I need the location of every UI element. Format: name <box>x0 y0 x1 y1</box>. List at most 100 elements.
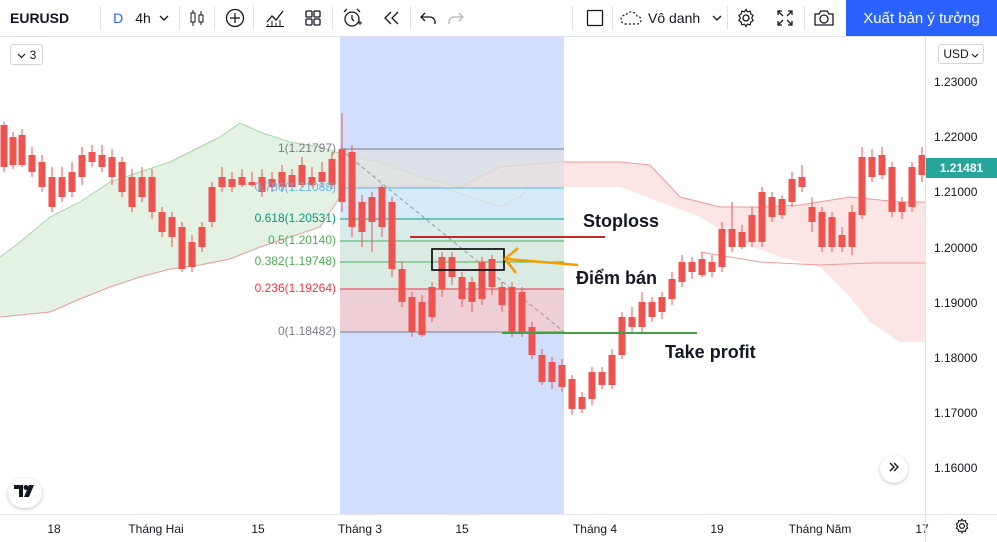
candlestick <box>298 165 306 185</box>
candlestick <box>878 155 886 175</box>
price-tick-label: 1.21000 <box>934 185 978 200</box>
chart-pane[interactable]: 1(1.21797) 0.786(1.21088) 0.618(1.20531) 0.… <box>0 37 925 514</box>
candlestick <box>498 287 506 305</box>
currency-button[interactable]: USD <box>938 44 984 64</box>
candlestick <box>868 157 876 177</box>
candlestick <box>18 135 26 165</box>
tradingview-logo[interactable] <box>8 478 42 508</box>
candlestick <box>198 227 206 247</box>
candlestick <box>828 217 836 247</box>
settings-button[interactable] <box>733 0 759 36</box>
undo-button[interactable] <box>415 0 441 36</box>
divider <box>179 6 180 30</box>
candlestick <box>308 177 316 185</box>
candlestick <box>118 162 126 192</box>
candlestick <box>738 232 746 247</box>
candlestick <box>708 262 716 272</box>
scroll-to-realtime-button[interactable] <box>880 455 908 483</box>
chart-type-button[interactable] <box>184 0 210 36</box>
candlestick <box>658 297 666 312</box>
time-tick-label: Tháng 4 <box>572 522 618 536</box>
candlestick <box>568 379 576 409</box>
double-chevron-right-icon <box>888 460 900 478</box>
candlestick <box>58 177 66 197</box>
candlestick <box>548 362 556 382</box>
interval-value: 4h <box>135 10 151 26</box>
candlestick <box>28 155 36 172</box>
time-axis[interactable]: 18 Tháng Hai 15 Tháng 3 15 Tháng 4 19 Tháng Năm… <box>0 514 929 542</box>
tradingview-logo-icon <box>14 484 36 502</box>
candlestick <box>138 177 146 197</box>
candlestick <box>578 397 586 409</box>
candlestick <box>148 177 156 212</box>
ichimoku-kijun <box>699 251 925 266</box>
templates-button[interactable] <box>299 0 327 36</box>
chevron-down-icon <box>971 47 979 61</box>
interval-letter: D <box>113 10 124 26</box>
collapse-indicators-button[interactable]: 3 <box>10 44 43 65</box>
layout-name-button[interactable]: Vô danh <box>619 0 723 36</box>
candlestick <box>618 317 626 355</box>
chart-canvas[interactable] <box>0 37 925 514</box>
candlestick <box>488 259 496 287</box>
candlestick <box>688 262 696 272</box>
candlestick <box>408 297 416 332</box>
candlestick <box>38 162 46 187</box>
time-tick-label: 19 <box>710 522 724 536</box>
price-tick-label: 1.16000 <box>934 461 978 476</box>
candlestick <box>818 212 826 247</box>
price-tick-label: 1.23000 <box>934 75 978 89</box>
interval-button[interactable]: D 4h <box>106 0 176 36</box>
candlestick <box>78 155 86 177</box>
divider <box>572 6 573 30</box>
candlestick <box>608 355 616 385</box>
price-tick-label: 1.22000 <box>934 130 978 145</box>
redo-button[interactable] <box>443 0 469 36</box>
indicators-button[interactable] <box>261 0 289 36</box>
candlestick <box>368 197 376 222</box>
candlestick <box>218 177 226 187</box>
chart-settings-corner[interactable] <box>925 514 997 542</box>
currency-label: USD <box>943 47 969 61</box>
candlestick <box>238 177 246 185</box>
candlestick <box>508 287 516 332</box>
entry-label: Điểm bán <box>576 268 658 288</box>
publish-idea-button[interactable]: Xuất bản ý tưởng <box>846 0 997 36</box>
candlestick <box>788 179 796 202</box>
select-layout-button[interactable] <box>582 0 608 36</box>
fib-zone <box>340 188 564 219</box>
templates-icon <box>304 9 322 27</box>
candlestick <box>208 187 216 222</box>
candlestick <box>448 257 456 277</box>
symbol-search-button[interactable]: EURUSD <box>10 0 69 36</box>
candlestick <box>378 187 386 227</box>
candlestick <box>808 207 816 222</box>
alert-button[interactable] <box>338 0 366 36</box>
divider <box>410 6 411 30</box>
candlestick <box>638 302 646 327</box>
layout-name: Vô danh <box>648 10 701 26</box>
camera-icon <box>813 9 835 27</box>
candlestick <box>288 175 296 187</box>
price-tick-label: 1.17000 <box>934 406 978 421</box>
snapshot-button[interactable] <box>810 0 838 36</box>
fib-zone <box>340 289 564 332</box>
candlestick <box>628 317 636 327</box>
square-icon <box>586 9 604 27</box>
candlestick <box>538 355 546 382</box>
replay-icon <box>382 11 400 25</box>
price-axis[interactable]: USD 1.23000 1.22000 1.21000 1.20000 1.19000 1… <box>925 37 997 514</box>
candlestick <box>418 302 426 335</box>
candlestick <box>588 372 596 399</box>
compare-button[interactable] <box>221 0 249 36</box>
candlestick <box>758 192 766 242</box>
candlestick <box>798 177 806 187</box>
undo-icon <box>420 11 436 25</box>
time-tick-label: 15 <box>455 522 469 536</box>
fullscreen-button[interactable] <box>772 0 798 36</box>
divider <box>100 6 101 30</box>
candlestick <box>558 365 566 387</box>
time-tick-label: Tháng Hai <box>128 522 184 536</box>
replay-button[interactable] <box>377 0 405 36</box>
candlestick <box>838 235 846 247</box>
